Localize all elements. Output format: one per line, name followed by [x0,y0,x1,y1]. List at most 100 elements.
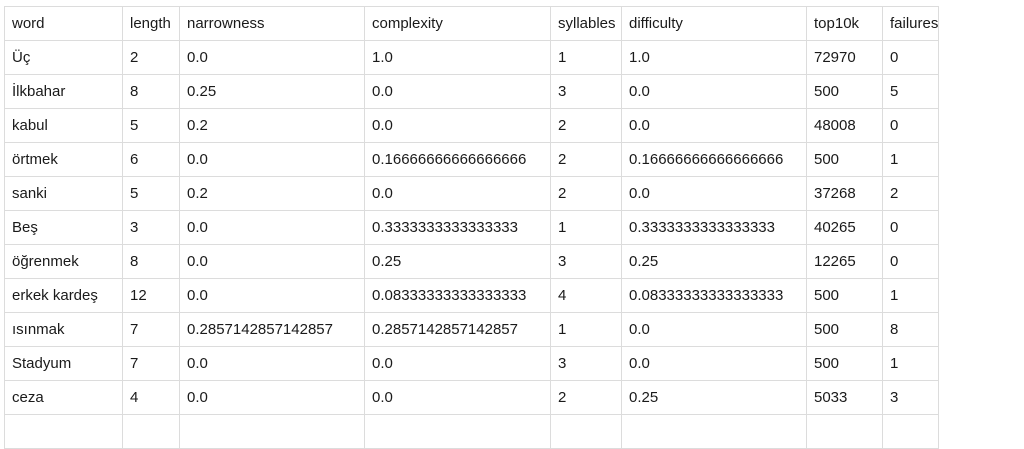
table-row: erkek kardeş 12 0.0 0.08333333333333333 4 0.0… [4,278,940,313]
cell-failures: 8 [881,312,940,347]
cell-failures: 0 [881,210,940,245]
cell-word: ceza [4,380,123,415]
cell-failures: 2 [881,176,940,211]
cell-complexity: 0.0 [364,346,551,381]
table-row: Stadyum 7 0.0 0.0 3 0.0 500 1 [4,346,940,381]
cell-length: 8 [122,244,180,279]
cell-difficulty: 0.25 [621,244,807,279]
cell-narrowness: 0.0 [179,40,365,75]
cell-failures: 1 [881,142,940,177]
cell-syllables: 2 [550,142,622,177]
cell-complexity: 1.0 [364,40,551,75]
cell-length: 12 [122,278,180,313]
cell-length: 8 [122,74,180,109]
column-header-complexity: complexity [364,6,551,41]
cell-failures: 0 [881,40,940,75]
cell-complexity: 0.2857142857142857 [364,312,551,347]
cell-top10k: 5033 [806,380,883,415]
cell-top10k: 500 [806,312,883,347]
cell-empty [364,414,551,449]
cell-complexity: 0.0 [364,380,551,415]
cell-word: öğrenmek [4,244,123,279]
cell-empty [179,414,365,449]
cell-syllables: 4 [550,278,622,313]
cell-top10k: 500 [806,346,883,381]
header-row: word length narrowness complexity syllab… [4,6,940,41]
column-header-difficulty: difficulty [621,6,807,41]
cell-top10k: 48008 [806,108,883,143]
cell-narrowness: 0.0 [179,210,365,245]
cell-difficulty: 0.3333333333333333 [621,210,807,245]
table-row: örtmek 6 0.0 0.16666666666666666 2 0.16666666… [4,142,940,177]
cell-narrowness: 0.0 [179,380,365,415]
cell-length: 4 [122,380,180,415]
cell-narrowness: 0.0 [179,244,365,279]
cell-complexity: 0.16666666666666666 [364,142,551,177]
cell-syllables: 2 [550,380,622,415]
cell-top10k: 500 [806,74,883,109]
cell-difficulty: 1.0 [621,40,807,75]
cell-top10k: 500 [806,142,883,177]
cell-difficulty: 0.0 [621,346,807,381]
cell-failures: 3 [881,380,940,415]
cell-empty [550,414,622,449]
column-header-syllables: syllables [550,6,622,41]
cell-syllables: 1 [550,210,622,245]
cell-length: 6 [122,142,180,177]
cell-empty [122,414,180,449]
cell-failures: 0 [881,244,940,279]
cell-syllables: 3 [550,346,622,381]
column-header-narrowness: narrowness [179,6,365,41]
cell-difficulty: 0.0 [621,74,807,109]
table-row: kabul 5 0.2 0.0 2 0.0 48008 0 [4,108,940,143]
cell-difficulty: 0.0 [621,312,807,347]
table-row: İlkbahar 8 0.25 0.0 3 0.0 500 5 [4,74,940,109]
cell-difficulty: 0.0 [621,108,807,143]
cell-length: 7 [122,346,180,381]
table-row-partial [4,414,940,449]
cell-complexity: 0.0 [364,74,551,109]
cell-word: kabul [4,108,123,143]
cell-complexity: 0.0 [364,176,551,211]
cell-word: Stadyum [4,346,123,381]
cell-narrowness: 0.2857142857142857 [179,312,365,347]
cell-narrowness: 0.0 [179,278,365,313]
cell-difficulty: 0.16666666666666666 [621,142,807,177]
table-row: ısınmak 7 0.2857142857142857 0.285714285714… [4,312,940,347]
cell-empty [4,414,123,449]
cell-failures: 5 [881,74,940,109]
cell-syllables: 3 [550,244,622,279]
cell-word: örtmek [4,142,123,177]
cell-complexity: 0.0 [364,108,551,143]
column-header-top10k: top10k [806,6,883,41]
cell-narrowness: 0.2 [179,176,365,211]
cell-syllables: 1 [550,40,622,75]
cell-complexity: 0.08333333333333333 [364,278,551,313]
column-header-length: length [122,6,180,41]
cell-failures: 1 [881,278,940,313]
cell-word: sanki [4,176,123,211]
cell-word: erkek kardeş [4,278,123,313]
cell-empty [881,414,940,449]
cell-top10k: 72970 [806,40,883,75]
cell-complexity: 0.25 [364,244,551,279]
cell-length: 2 [122,40,180,75]
data-table: word length narrowness complexity syllab… [4,6,940,449]
table-row: ceza 4 0.0 0.0 2 0.25 5033 3 [4,380,940,415]
cell-failures: 1 [881,346,940,381]
cell-narrowness: 0.0 [179,142,365,177]
table-row: Üç 2 0.0 1.0 1 1.0 72970 0 [4,40,940,75]
cell-narrowness: 0.2 [179,108,365,143]
cell-top10k: 500 [806,278,883,313]
cell-word: ısınmak [4,312,123,347]
table-row: Beş 3 0.0 0.3333333333333333 1 0.333333333333… [4,210,940,245]
cell-word: İlkbahar [4,74,123,109]
cell-difficulty: 0.25 [621,380,807,415]
cell-narrowness: 0.0 [179,346,365,381]
cell-word: Üç [4,40,123,75]
cell-difficulty: 0.0 [621,176,807,211]
cell-syllables: 2 [550,108,622,143]
cell-word: Beş [4,210,123,245]
cell-complexity: 0.3333333333333333 [364,210,551,245]
cell-empty [806,414,883,449]
